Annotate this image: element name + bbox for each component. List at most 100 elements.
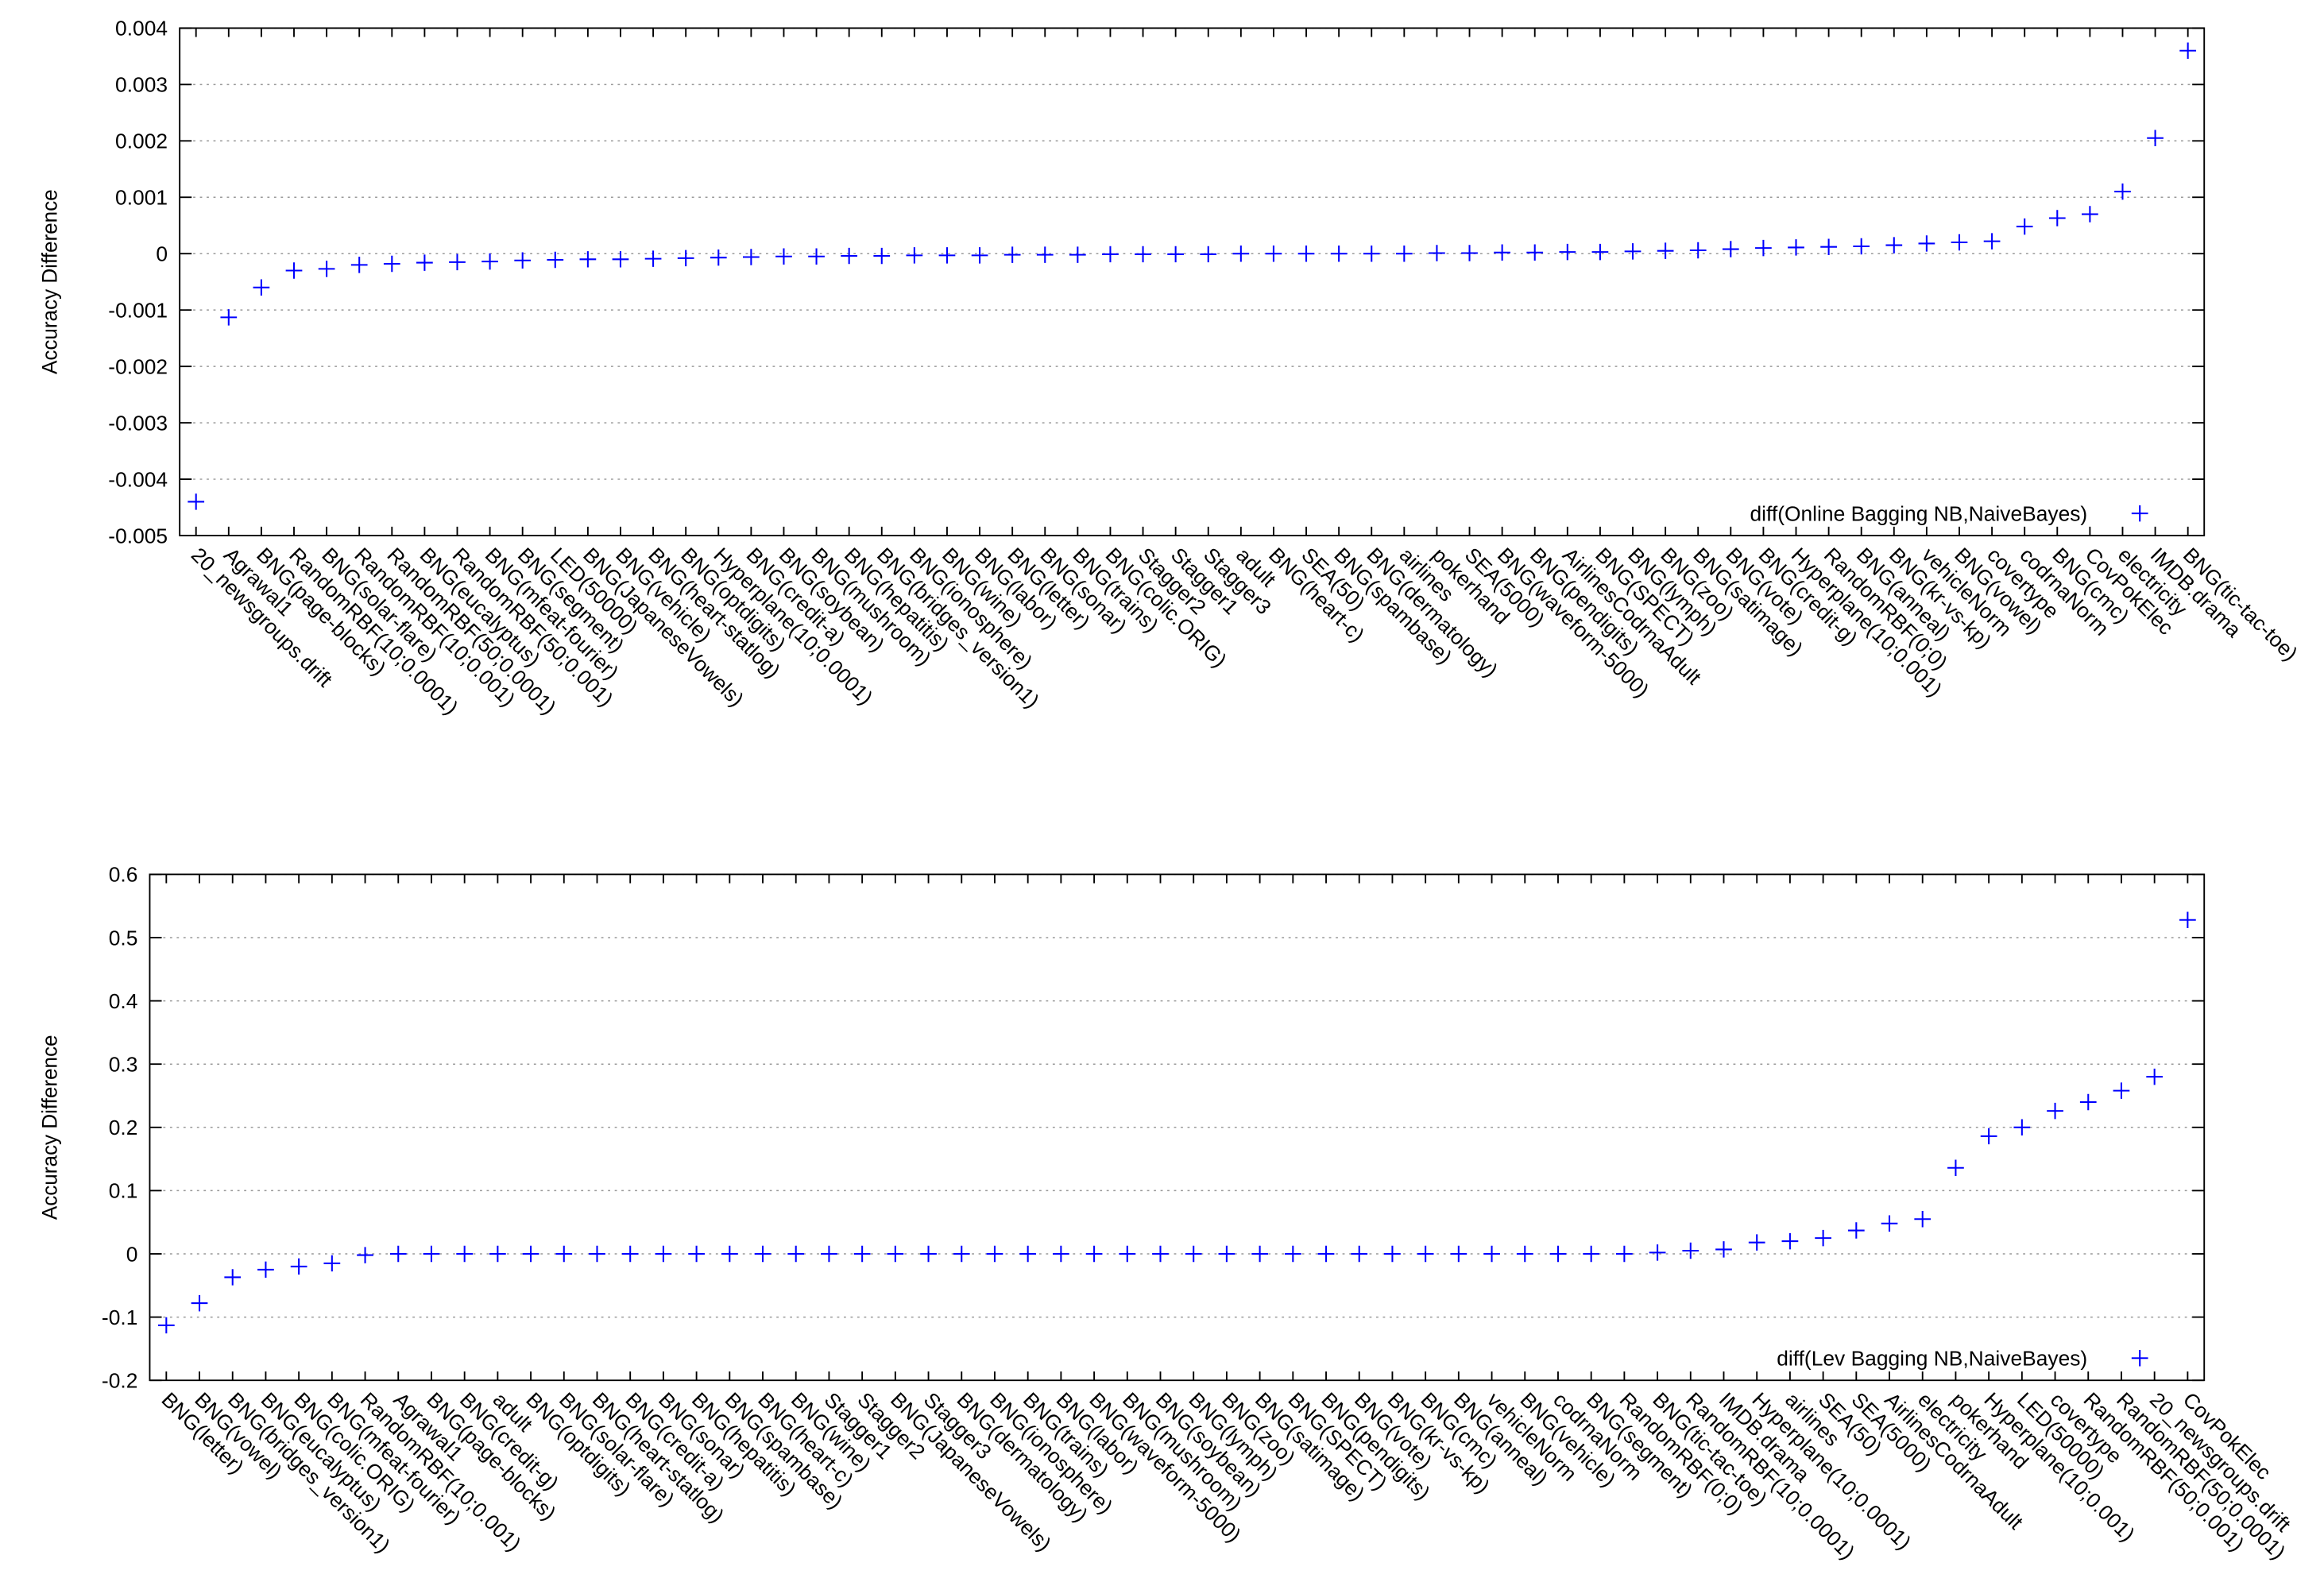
data-point (383, 255, 400, 273)
data-point (1526, 244, 1544, 261)
data-point (1781, 1232, 1799, 1250)
data-point (285, 262, 303, 279)
data-point (754, 1245, 771, 1263)
data-point (1788, 239, 1804, 256)
data-point (1918, 235, 1935, 252)
data-point (1102, 246, 1119, 263)
data-point (416, 254, 433, 271)
data-point (1053, 1245, 1069, 1263)
y-tick-label: -0.1 (102, 1306, 137, 1329)
data-point (1218, 1245, 1235, 1263)
data-point (1583, 1245, 1600, 1263)
data-point (986, 1245, 1003, 1263)
data-point (841, 247, 858, 265)
plot-frame (179, 27, 2206, 536)
y-tick-label: -0.2 (102, 1369, 137, 1393)
data-point (2179, 911, 2196, 928)
data-point (1853, 238, 1870, 255)
data-point (1748, 1234, 1765, 1251)
data-point (821, 1245, 837, 1263)
data-point (423, 1245, 440, 1263)
data-point (721, 1245, 738, 1263)
y-tick-label: 0.001 (115, 186, 168, 210)
data-point (157, 1317, 175, 1334)
y-axis-label: Accuracy Difference (37, 189, 61, 374)
data-point (775, 248, 792, 265)
data-point (191, 1294, 208, 1312)
data-point (220, 309, 238, 326)
y-tick-label: 0.6 (109, 863, 138, 887)
data-point (1549, 1245, 1567, 1263)
y-tick-label: 0.004 (115, 17, 168, 41)
data-point (290, 1258, 307, 1275)
data-point (1036, 246, 1054, 263)
data-point (2114, 183, 2131, 200)
data-point (1461, 245, 1478, 261)
y-tick-label: 0 (156, 242, 168, 266)
data-point (1657, 242, 1674, 259)
y-axis-label: Accuracy Difference (37, 1035, 61, 1220)
data-point (1722, 241, 1739, 257)
data-point (1682, 1242, 1699, 1259)
data-point (481, 253, 498, 270)
data-point (938, 247, 956, 264)
data-point (1450, 1245, 1467, 1263)
data-point (1715, 1241, 1732, 1258)
data-point (1251, 1245, 1268, 1263)
data-point (655, 1245, 672, 1263)
data-point (971, 247, 988, 264)
y-tick-label: 0.1 (109, 1179, 138, 1203)
data-point (1947, 1159, 1964, 1176)
y-tick-label: 0.4 (109, 989, 138, 1013)
data-point (449, 253, 466, 271)
data-point (1395, 245, 1413, 262)
legend-marker (2131, 505, 2148, 522)
data-point (1003, 246, 1021, 263)
legend-marker (2131, 1350, 2148, 1367)
data-point (1429, 245, 1445, 261)
data-point (1649, 1244, 1666, 1261)
data-point (1363, 245, 1380, 262)
data-point (1591, 243, 1609, 261)
data-point (1417, 1245, 1434, 1263)
data-point (579, 251, 597, 268)
data-point (489, 1245, 506, 1263)
data-point (1185, 1245, 1202, 1263)
data-point (514, 252, 532, 269)
data-point (1847, 1222, 1865, 1239)
data-point (688, 1245, 705, 1263)
data-point (710, 249, 727, 266)
data-point (787, 1245, 805, 1263)
y-tick-label: 0 (126, 1242, 138, 1266)
data-point (2113, 1082, 2130, 1099)
data-point (323, 1255, 341, 1272)
data-point (1881, 1215, 1898, 1232)
data-point (2079, 1093, 2097, 1111)
y-tick-label: 0.003 (115, 73, 168, 97)
data-point (1200, 246, 1217, 263)
data-point (920, 1245, 937, 1263)
data-point (644, 250, 662, 267)
data-point (1559, 243, 1576, 261)
data-point (853, 1245, 871, 1263)
data-point (1297, 245, 1315, 262)
data-point (1069, 246, 1086, 263)
data-point (1755, 239, 1772, 257)
data-point (1494, 244, 1510, 261)
data-point (547, 251, 564, 269)
data-point (1119, 1245, 1136, 1263)
data-point (1820, 238, 1837, 255)
data-point (589, 1245, 605, 1263)
data-point (1019, 1245, 1037, 1263)
data-point (1330, 245, 1348, 262)
data-point (1980, 1128, 1997, 1145)
legend-label: diff(Lev Bagging NB,NaiveBayes) (1777, 1347, 2087, 1371)
data-point (2016, 218, 2033, 235)
data-point (253, 279, 270, 296)
data-point (1284, 1245, 1301, 1263)
data-point (224, 1269, 242, 1286)
data-point (1232, 245, 1250, 262)
y-tick-label: -0.003 (108, 412, 168, 435)
